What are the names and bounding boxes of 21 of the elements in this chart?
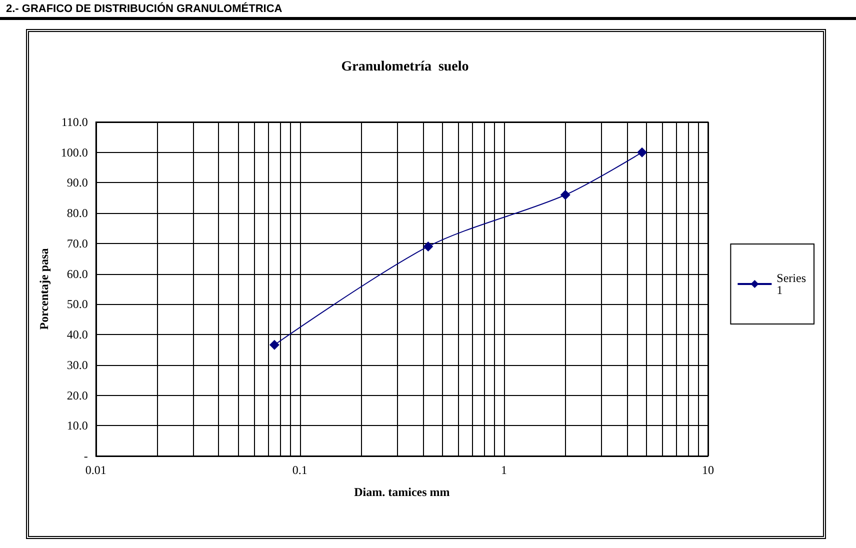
y-tick-label: 60.0 — [66, 266, 88, 281]
y-axis-title: Porcentaje pasa — [37, 248, 51, 330]
y-tick-label: 10.0 — [66, 418, 88, 433]
y-tick-label: 110.0 — [61, 115, 88, 129]
legend-label: Series1 — [776, 271, 806, 297]
y-tick-label: 50.0 — [66, 297, 88, 312]
y-tick-label: 20.0 — [66, 388, 88, 402]
x-tick-label: 10 — [702, 463, 714, 477]
text: 2.- GRAFICO DE DISTRIBUCIÓN GRANULOMÉTRICA — [6, 3, 282, 15]
y-tick-label: 80.0 — [66, 206, 88, 220]
y-tick-label: 30.0 — [66, 358, 88, 372]
y-tick-label: 90.0 — [66, 176, 88, 190]
x-tick-label: 0.1 — [292, 463, 308, 477]
x-axis-title: Diam. tamices mm — [354, 485, 450, 499]
y-tick-label: 70.0 — [66, 236, 88, 250]
chart-title: Granulometría suelo — [341, 60, 469, 74]
x-tick-label: 1 — [500, 463, 507, 477]
y-tick-label: - — [84, 449, 88, 463]
y-tick-label: 40.0 — [66, 328, 88, 342]
x-tick-label: 0.01 — [85, 463, 106, 477]
y-tick-label: 100.0 — [60, 145, 88, 160]
